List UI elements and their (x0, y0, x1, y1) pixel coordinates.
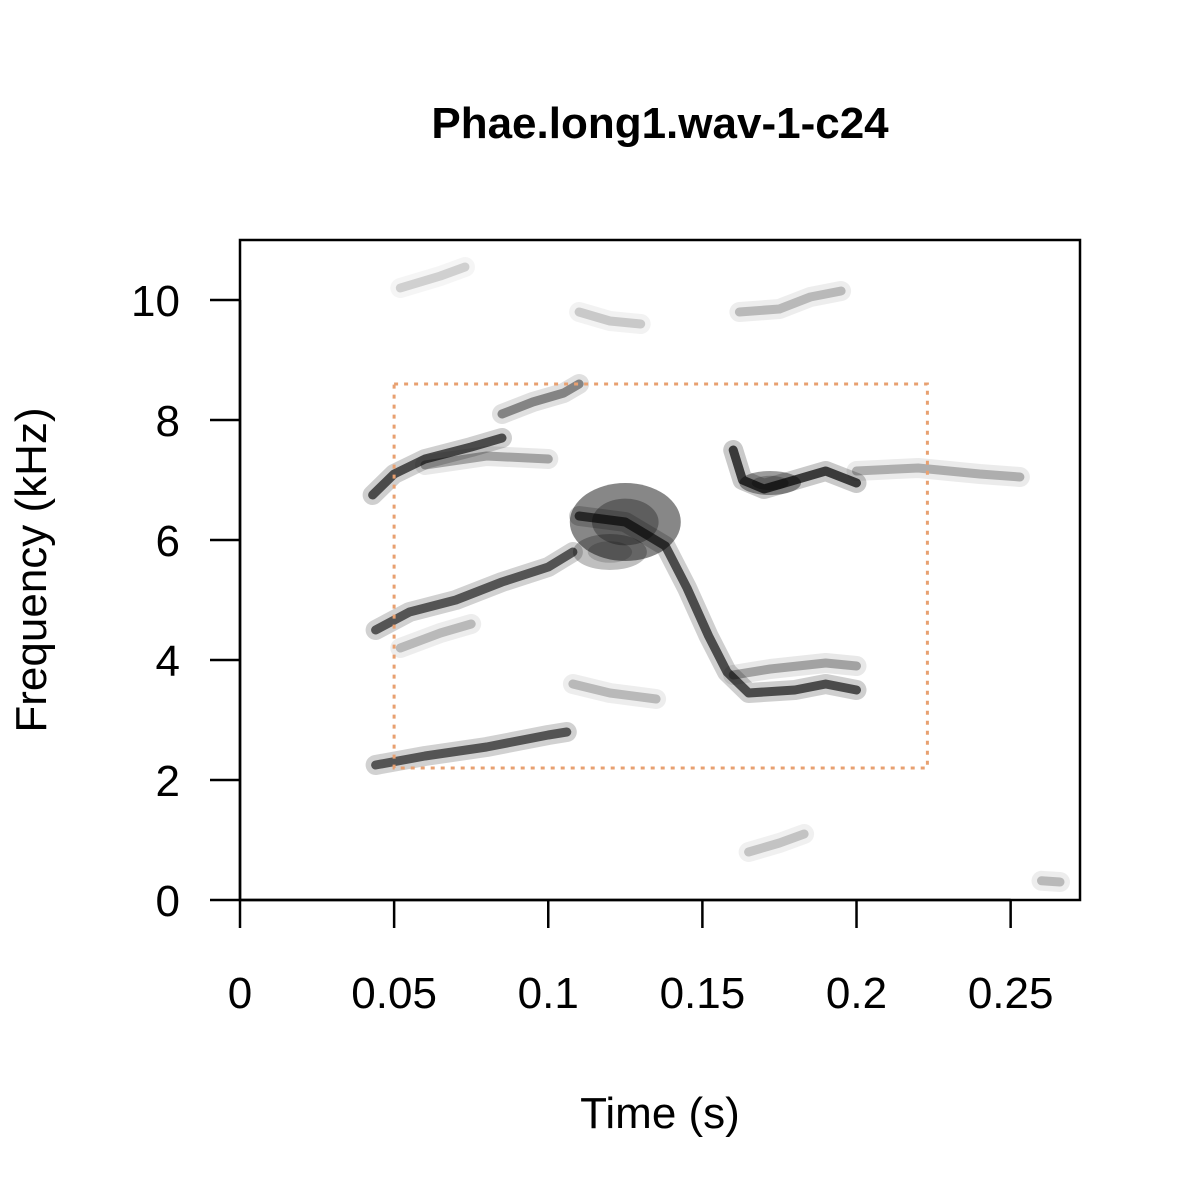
trace-upper-right-fragment (729, 281, 852, 322)
trace-halo (729, 281, 852, 322)
y-tick-label: 2 (156, 757, 180, 806)
trace-harmonic-low (365, 722, 577, 775)
trace-harmonic-high-rise (362, 428, 512, 505)
y-axis: 0 2 4 6 8 10 (131, 277, 242, 926)
y-tick-label: 0 (156, 877, 180, 926)
trace-core (368, 433, 507, 500)
x-tick-label: 0.2 (826, 969, 887, 1018)
blob-right-segment-core (739, 471, 801, 495)
trace-harmonic-mid-rise (365, 542, 583, 640)
blob-core-dense-core (592, 498, 659, 546)
plot-frame (238, 238, 1082, 902)
trace-upper-mid-fragment (569, 302, 651, 334)
trace-core (574, 511, 861, 698)
trace-descent-main (569, 506, 867, 703)
trace-halo (738, 824, 815, 862)
selection-box-layer (392, 382, 929, 770)
trace-descent-upper (723, 653, 867, 685)
trace-core (395, 619, 476, 653)
trace-core (728, 445, 861, 494)
x-tick-label: 0.15 (660, 969, 746, 1018)
trace-halo (390, 614, 482, 658)
trace-halo (390, 257, 475, 298)
trace-core (852, 463, 1025, 482)
trace-core (568, 679, 661, 704)
selection-box (392, 382, 929, 770)
trace-upper-left-fragment (390, 257, 475, 298)
trace-core (574, 307, 646, 329)
trace-halo (415, 446, 559, 475)
y-tick-label: 8 (156, 397, 180, 446)
trace-core (744, 829, 809, 857)
blob-core-lower (572, 534, 647, 570)
trace-mid-low-fragment (562, 674, 667, 709)
chart-title: Phae.long1.wav-1-c24 (431, 99, 889, 148)
spectrogram-layer (362, 257, 1070, 892)
trace-halo (1031, 870, 1070, 892)
y-tick-label: 6 (156, 517, 180, 566)
trace-core (728, 658, 861, 680)
trace-core (371, 727, 572, 770)
trace-core (734, 286, 846, 317)
trace-low-freq-fragment (738, 824, 815, 862)
x-axis-label: Time (s) (580, 1089, 740, 1138)
trace-core (1037, 876, 1065, 887)
trace-right-segment (723, 440, 867, 499)
trace-top-fragment (492, 374, 590, 424)
trace-halo (846, 458, 1030, 487)
x-axis: 0 0.05 0.1 0.15 0.2 0.25 (228, 898, 1054, 1018)
trace-halo (562, 674, 667, 709)
trace-halo (492, 374, 590, 424)
x-tick-label: 0.25 (968, 969, 1054, 1018)
y-tick-label: 4 (156, 637, 180, 686)
trace-right-tail (846, 458, 1030, 487)
trace-halo (569, 302, 651, 334)
trace-core (497, 379, 584, 419)
x-tick-label: 0.05 (351, 969, 437, 1018)
trace-core (371, 547, 578, 635)
x-tick-label: 0 (228, 969, 252, 1018)
trace-core (420, 451, 553, 470)
blob-core-right-segment-core (751, 475, 789, 491)
blob-dense-core (569, 483, 681, 561)
trace-harmonic-mid-sub (390, 614, 482, 658)
y-axis-label: Frequency (kHz) (7, 407, 56, 732)
y-tick-label: 10 (131, 277, 180, 326)
x-tick-label: 0.1 (518, 969, 579, 1018)
trace-harmonic-high-sub (415, 446, 559, 475)
blob-core-core-lower (587, 541, 633, 563)
trace-halo (723, 653, 867, 685)
trace-core (395, 262, 470, 293)
trace-corner-blip (1031, 870, 1070, 892)
